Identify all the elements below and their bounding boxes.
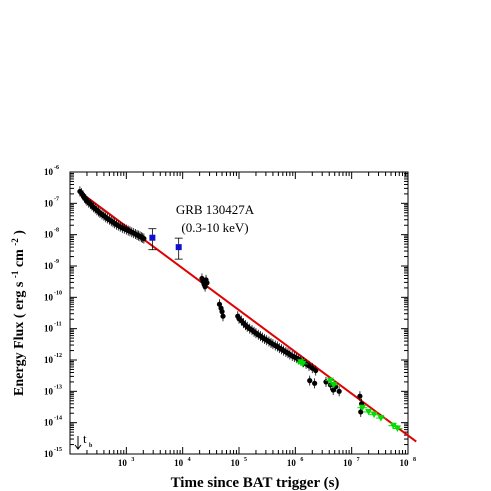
y-tick-label: 10 [44, 386, 54, 396]
y-tick-label: 10 [44, 449, 54, 459]
x-tick-label-exp: 4 [188, 457, 191, 463]
x-tick-label-exp: 5 [244, 457, 247, 463]
data-point-triangle [389, 422, 397, 430]
grb-title: GRB 130427A [176, 202, 255, 217]
y-tick-label-exp: -15 [54, 447, 62, 453]
x-tick-label: 10 [174, 458, 184, 468]
data-point [357, 393, 363, 399]
y-tick-label: 10 [44, 418, 54, 428]
y-tick-label: 10 [44, 230, 54, 240]
y-tick-label: 10 [44, 261, 54, 271]
data-point-square [175, 244, 182, 251]
data-point [141, 235, 147, 242]
x-tick-label: 10 [287, 458, 297, 468]
tb-label: t [83, 431, 87, 446]
y-tick-label: 10 [44, 324, 54, 334]
data-point [313, 367, 319, 374]
data-point [312, 380, 318, 386]
y-axis-label-end: ) [12, 230, 27, 235]
down-arrow-icon [74, 436, 82, 450]
data-point-triangle [299, 360, 307, 368]
y-tick-label-exp: -11 [54, 322, 62, 328]
x-tick-label: 10 [400, 458, 410, 468]
y-tick-label: 10 [44, 167, 54, 177]
y-tick-label-exp: -14 [54, 416, 62, 422]
y-tick-label-exp: -13 [54, 384, 62, 390]
axis-ticks: 10 3 10 4 10 5 10 6 10 7 10 810 -610 -710 -810 -910 -101… [44, 165, 416, 468]
energy-band-label: (0.3-10 keV) [181, 220, 248, 235]
data-points [77, 186, 403, 433]
data-point-square [149, 234, 156, 241]
x-tick-label-exp: 7 [357, 457, 360, 463]
y-tick-label-exp: -12 [54, 353, 62, 359]
y-axis-label: Energy Flux ( erg s -1 cm -2 ) [10, 230, 27, 396]
data-point-triangle [330, 381, 338, 389]
y-axis-label-main: Energy Flux ( erg s [12, 281, 27, 396]
y-tick-label-exp: -10 [54, 290, 62, 296]
data-point-triangle [365, 408, 373, 416]
y-axis-label-exp1: -1 [10, 270, 20, 278]
data-point-triangle [377, 415, 385, 422]
x-tick-label-exp: 8 [413, 457, 416, 463]
x-tick-label-exp: 3 [131, 457, 134, 463]
data-point [204, 280, 210, 286]
y-tick-label-exp: -8 [54, 228, 59, 234]
data-point-triangle [393, 425, 401, 433]
tb-subscript: b [89, 443, 93, 449]
data-point-triangle [326, 377, 334, 385]
data-point-triangle [370, 411, 378, 419]
data-point [336, 388, 342, 394]
data-point-triangle [358, 404, 366, 412]
y-axis-label-mid: cm [12, 249, 27, 267]
x-tick-label: 10 [118, 458, 128, 468]
x-axis-label: Time since BAT trigger (s) [171, 475, 340, 491]
data-point [219, 309, 225, 315]
x-tick-label: 10 [231, 458, 241, 468]
y-axis-label-exp2: -2 [10, 238, 20, 246]
data-point [220, 313, 226, 319]
y-tick-label-exp: -9 [54, 259, 59, 265]
data-point [358, 409, 364, 415]
y-tick-label-exp: -7 [54, 196, 59, 202]
data-point [323, 379, 329, 385]
y-tick-label: 10 [44, 355, 54, 365]
y-tick-label: 10 [44, 292, 54, 302]
y-tick-label: 10 [44, 198, 54, 208]
x-tick-label: 10 [343, 458, 353, 468]
x-tick-label-exp: 6 [300, 457, 303, 463]
tb-marker: t b [74, 431, 93, 450]
y-tick-label-exp: -6 [54, 165, 59, 171]
data-point [307, 378, 313, 384]
